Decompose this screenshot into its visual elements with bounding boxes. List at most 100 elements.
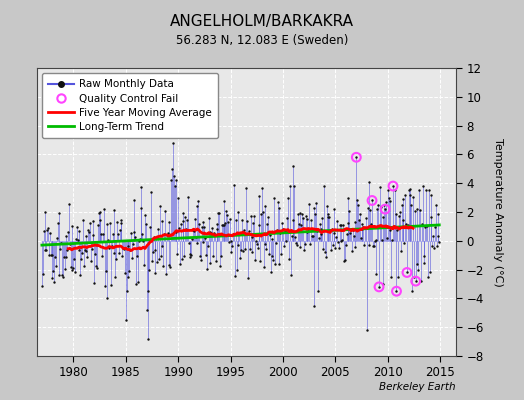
Point [394, 274, 402, 280]
Point [316, 230, 325, 237]
Point [91, 250, 100, 257]
Point [132, 281, 140, 287]
Point [253, 241, 261, 248]
Point [157, 243, 166, 249]
Point [174, 195, 182, 201]
Point [57, 240, 66, 246]
Point [75, 246, 84, 253]
Point [297, 222, 305, 228]
Point [285, 256, 293, 262]
Point [95, 209, 104, 215]
Point [362, 215, 370, 221]
Point [350, 232, 358, 239]
Point [196, 252, 204, 259]
Point [310, 302, 319, 309]
Point [276, 230, 285, 236]
Point [56, 246, 64, 252]
Point [344, 194, 353, 201]
Point [73, 236, 82, 243]
Point [291, 234, 299, 240]
Point [412, 261, 421, 267]
Point [183, 217, 191, 223]
Point [112, 256, 121, 262]
Point [405, 187, 413, 194]
Point [239, 227, 248, 234]
Point [415, 187, 423, 194]
Point [425, 269, 434, 276]
Point [325, 214, 333, 220]
Point [52, 263, 60, 270]
Point [119, 245, 127, 251]
Point [246, 213, 255, 219]
Point [64, 229, 72, 236]
Point [101, 283, 109, 289]
Point [200, 224, 209, 230]
Point [102, 268, 110, 274]
Point [39, 271, 47, 278]
Point [376, 184, 384, 191]
Point [141, 220, 150, 227]
Point [275, 261, 283, 267]
Point [261, 203, 270, 210]
Point [414, 267, 422, 273]
Point [227, 238, 236, 244]
Point [76, 272, 84, 278]
Point [322, 202, 331, 209]
Point [430, 245, 438, 251]
Point [84, 226, 92, 233]
Point [387, 274, 396, 280]
Point [139, 238, 147, 244]
Point [176, 261, 184, 267]
Point [292, 240, 300, 246]
Point [308, 232, 316, 239]
Point [188, 236, 196, 242]
Point [216, 263, 224, 269]
Point [336, 222, 345, 228]
Point [260, 241, 269, 248]
Point [162, 232, 171, 238]
Point [331, 245, 340, 251]
Point [309, 233, 317, 239]
Point [238, 217, 246, 224]
Point [378, 281, 387, 287]
Point [385, 227, 394, 233]
Point [374, 202, 383, 208]
Point [396, 209, 404, 215]
Point [363, 327, 371, 333]
Y-axis label: Temperature Anomaly (°C): Temperature Anomaly (°C) [493, 138, 503, 286]
Point [103, 221, 112, 227]
Point [267, 252, 276, 259]
Point [326, 228, 334, 234]
Point [303, 229, 312, 235]
Point [288, 216, 297, 223]
Point [111, 274, 119, 280]
Point [105, 245, 113, 251]
Point [391, 210, 400, 217]
Point [377, 237, 386, 244]
Point [427, 214, 435, 221]
Point [248, 234, 257, 240]
Point [38, 283, 46, 289]
Point [151, 270, 160, 276]
Point [293, 210, 302, 217]
Point [330, 206, 338, 212]
Point [342, 242, 350, 248]
Point [433, 211, 442, 217]
Point [133, 253, 141, 260]
Point [67, 263, 75, 270]
Point [311, 210, 320, 217]
Point [364, 205, 372, 211]
Point [191, 216, 199, 223]
Point [246, 246, 254, 252]
Point [156, 202, 164, 209]
Point [269, 257, 278, 264]
Point [220, 197, 228, 204]
Point [410, 274, 418, 280]
Point [184, 240, 193, 246]
Point [135, 238, 143, 244]
Point [416, 207, 424, 214]
Point [241, 246, 249, 252]
Point [65, 200, 73, 207]
Point [66, 241, 74, 247]
Point [286, 183, 294, 190]
